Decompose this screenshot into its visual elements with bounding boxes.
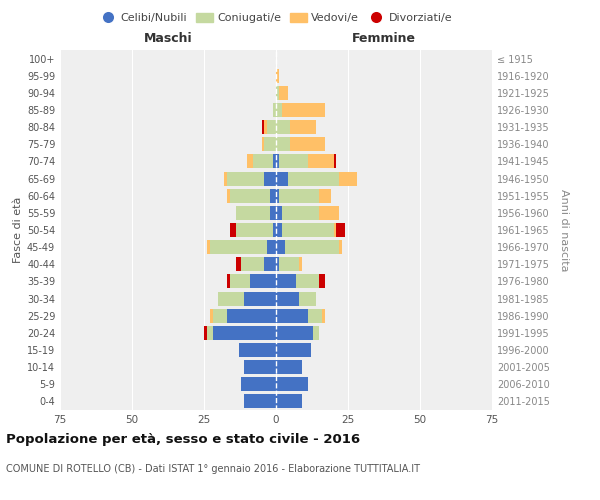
- Bar: [273, 154, 276, 168]
- Bar: [212, 308, 227, 322]
- Bar: [276, 188, 279, 202]
- Bar: [299, 258, 302, 272]
- Bar: [308, 154, 334, 168]
- Bar: [227, 172, 265, 185]
- Bar: [276, 154, 279, 168]
- Bar: [276, 103, 282, 117]
- Bar: [319, 188, 331, 202]
- Bar: [262, 120, 265, 134]
- Bar: [210, 240, 268, 254]
- Bar: [287, 172, 340, 185]
- Bar: [250, 274, 276, 288]
- Bar: [284, 240, 340, 254]
- Bar: [279, 86, 287, 100]
- Bar: [265, 138, 276, 151]
- Bar: [276, 378, 308, 392]
- Bar: [270, 188, 276, 202]
- Bar: [265, 172, 276, 185]
- Bar: [319, 274, 325, 288]
- Bar: [253, 154, 273, 168]
- Bar: [244, 292, 276, 306]
- Bar: [276, 138, 290, 151]
- Bar: [270, 206, 276, 220]
- Bar: [207, 240, 210, 254]
- Bar: [334, 223, 337, 237]
- Bar: [299, 292, 316, 306]
- Bar: [279, 154, 308, 168]
- Text: Popolazione per età, sesso e stato civile - 2016: Popolazione per età, sesso e stato civil…: [6, 432, 360, 446]
- Bar: [340, 172, 356, 185]
- Bar: [276, 274, 296, 288]
- Bar: [276, 68, 279, 82]
- Bar: [273, 223, 276, 237]
- Bar: [276, 172, 287, 185]
- Bar: [290, 120, 316, 134]
- Bar: [279, 188, 319, 202]
- Bar: [236, 206, 270, 220]
- Bar: [239, 343, 276, 357]
- Bar: [276, 223, 282, 237]
- Bar: [273, 103, 276, 117]
- Bar: [276, 120, 290, 134]
- Bar: [276, 343, 311, 357]
- Y-axis label: Fasce di età: Fasce di età: [13, 197, 23, 263]
- Bar: [279, 258, 299, 272]
- Bar: [236, 258, 241, 272]
- Bar: [204, 326, 207, 340]
- Bar: [227, 308, 276, 322]
- Bar: [268, 240, 276, 254]
- Text: COMUNE DI ROTELLO (CB) - Dati ISTAT 1° gennaio 2016 - Elaborazione TUTTITALIA.IT: COMUNE DI ROTELLO (CB) - Dati ISTAT 1° g…: [6, 464, 420, 474]
- Bar: [230, 188, 270, 202]
- Bar: [244, 360, 276, 374]
- Bar: [313, 326, 319, 340]
- Bar: [296, 274, 319, 288]
- Bar: [276, 394, 302, 408]
- Bar: [340, 240, 342, 254]
- Text: Femmine: Femmine: [352, 32, 416, 45]
- Bar: [224, 172, 227, 185]
- Bar: [227, 188, 230, 202]
- Bar: [268, 120, 276, 134]
- Bar: [290, 138, 325, 151]
- Y-axis label: Anni di nascita: Anni di nascita: [559, 188, 569, 271]
- Bar: [244, 394, 276, 408]
- Bar: [212, 326, 276, 340]
- Bar: [262, 138, 265, 151]
- Bar: [241, 378, 276, 392]
- Legend: Celibi/Nubili, Coniugati/e, Vedovi/e, Divorziati/e: Celibi/Nubili, Coniugati/e, Vedovi/e, Di…: [95, 8, 457, 28]
- Bar: [276, 308, 308, 322]
- Bar: [207, 326, 212, 340]
- Bar: [308, 308, 322, 322]
- Bar: [230, 223, 236, 237]
- Bar: [282, 206, 319, 220]
- Bar: [322, 308, 325, 322]
- Bar: [282, 223, 334, 237]
- Bar: [230, 274, 250, 288]
- Bar: [265, 120, 268, 134]
- Bar: [276, 258, 279, 272]
- Bar: [337, 223, 345, 237]
- Bar: [276, 206, 282, 220]
- Bar: [210, 308, 212, 322]
- Bar: [276, 292, 299, 306]
- Text: Maschi: Maschi: [143, 32, 193, 45]
- Bar: [276, 240, 284, 254]
- Bar: [276, 86, 279, 100]
- Bar: [218, 292, 244, 306]
- Bar: [236, 223, 273, 237]
- Bar: [276, 360, 302, 374]
- Bar: [247, 154, 253, 168]
- Bar: [334, 154, 337, 168]
- Bar: [241, 258, 265, 272]
- Bar: [282, 103, 325, 117]
- Bar: [265, 258, 276, 272]
- Bar: [276, 326, 313, 340]
- Bar: [227, 274, 230, 288]
- Bar: [319, 206, 340, 220]
